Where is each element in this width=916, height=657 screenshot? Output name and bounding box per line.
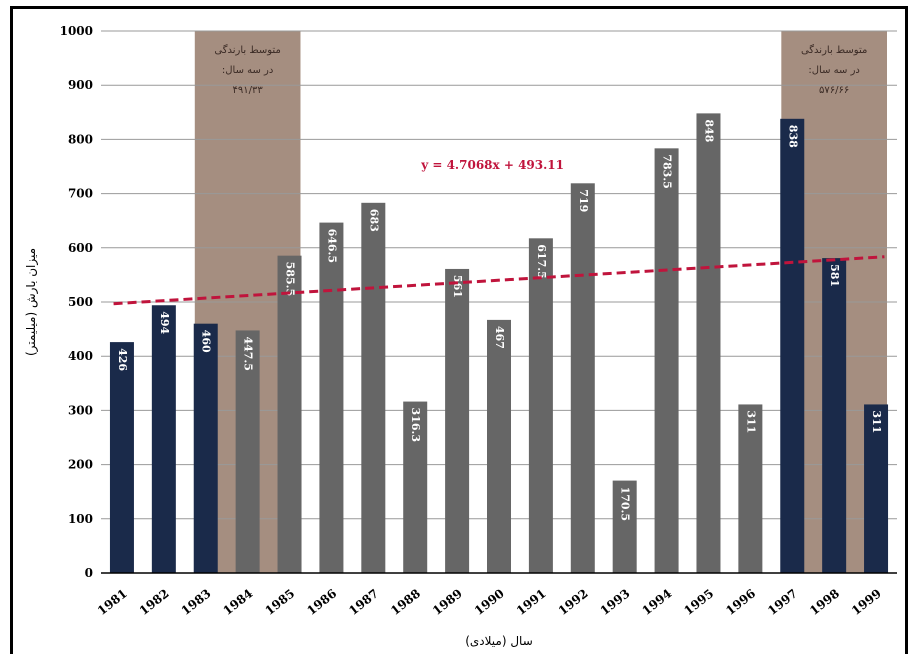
- x-tick-label: 1985: [262, 586, 297, 618]
- x-tick-label: 1996: [723, 586, 758, 618]
- data-label: 460: [200, 330, 213, 353]
- x-axis-label: سال (میلادی): [465, 634, 533, 648]
- bar-1982: [151, 305, 176, 573]
- bar-1999: [864, 404, 889, 573]
- data-label: 447.5: [242, 336, 255, 370]
- y-tick-label: 400: [68, 349, 93, 363]
- x-tick-label: 1984: [221, 586, 256, 618]
- x-tick-label: 1987: [346, 586, 381, 618]
- x-tick-label: 1991: [514, 586, 549, 618]
- bars: 426 494 460 447.5 585.5 646.5 683 316.3 561 467 61…: [109, 113, 889, 574]
- bar-chart: متوسط بارندگی در سه سال: ۴۹۱/۳۳ متوسط بارند…: [24, 24, 897, 648]
- y-tick-label: 300: [68, 403, 93, 417]
- x-tick-label: 1986: [304, 586, 339, 618]
- y-tick-label: 200: [68, 458, 93, 472]
- x-tick-label: 1981: [95, 586, 130, 618]
- y-axis-label: میزان بارش (میلیمتر): [24, 248, 39, 356]
- x-tick-label: 1999: [849, 586, 884, 618]
- x-tick-label: 1997: [765, 586, 800, 618]
- x-tick-label: 1993: [598, 586, 633, 618]
- shaded-period-2-note: متوسط بارندگی: [801, 44, 867, 56]
- bar-1990: [487, 319, 511, 573]
- x-tick-label: 1994: [639, 586, 674, 618]
- data-label: 494: [158, 311, 171, 334]
- data-label: 585.5: [284, 262, 297, 296]
- trendline: [113, 255, 885, 306]
- bar-1992: [570, 183, 595, 573]
- y-tick-label: 1000: [60, 24, 93, 38]
- x-tick-label: 1992: [556, 586, 591, 618]
- bar-1998: [822, 258, 847, 573]
- y-tick-label: 900: [68, 78, 93, 92]
- bar-1994: [654, 148, 679, 573]
- shaded-period-1-note: در سه سال:: [222, 65, 273, 76]
- x-tick-label: 1983: [179, 586, 214, 618]
- data-label: 646.5: [325, 229, 338, 263]
- x-tick-label: 1989: [430, 586, 465, 618]
- y-tick-label: 800: [68, 132, 93, 146]
- bar-1983: [193, 323, 218, 573]
- bar-1995: [696, 113, 721, 573]
- bar-1996: [738, 404, 763, 573]
- trendline-line: [113, 255, 885, 306]
- bar-1984: [235, 330, 260, 573]
- y-tick-label: 0: [85, 566, 93, 580]
- data-label: 719: [577, 189, 590, 212]
- shaded-period-2-note: در سه سال:: [808, 65, 859, 76]
- shaded-period-1-note: ۴۹۱/۳۳: [233, 85, 264, 96]
- bar-1993: [612, 480, 637, 573]
- data-label: 561: [451, 275, 464, 298]
- bar-1997: [780, 118, 805, 573]
- bar-1981: [109, 342, 134, 573]
- chart-frame: متوسط بارندگی در سه سال: ۴۹۱/۳۳ متوسط بارند…: [10, 6, 908, 654]
- shaded-period-1-note: متوسط بارندگی: [214, 44, 280, 56]
- bar-1989: [445, 268, 470, 573]
- x-tick-label: 1988: [388, 586, 423, 618]
- shaded-period-2-note: ۵۷۶/۶۶: [819, 85, 849, 96]
- y-tick-label: 100: [68, 512, 93, 526]
- bar-1987: [361, 202, 386, 573]
- data-label: 316.3: [409, 408, 422, 442]
- data-label: 311: [744, 410, 757, 433]
- data-label: 783.5: [661, 154, 674, 188]
- x-tick-label: 1995: [681, 586, 716, 618]
- y-tick-label: 500: [68, 295, 93, 309]
- data-label: 848: [702, 119, 715, 142]
- data-label: 617.5: [535, 244, 548, 278]
- bar-1985: [277, 255, 302, 573]
- x-tick-label: 1982: [137, 586, 172, 618]
- x-tick-label: 1990: [472, 586, 507, 618]
- bar-1991: [528, 238, 553, 573]
- data-label: 581: [828, 264, 841, 287]
- data-label: 467: [493, 326, 506, 349]
- bar-1988: [403, 401, 428, 573]
- x-tick-label: 1998: [807, 586, 842, 618]
- y-tick-label: 600: [68, 241, 93, 255]
- data-label: 311: [870, 410, 883, 433]
- data-label: 838: [786, 125, 799, 148]
- data-label: 170.5: [619, 487, 632, 521]
- bar-1986: [319, 222, 344, 574]
- axes: 0 100 200 300 400 500 600 700 800 900 1000 1981 1982…: [60, 24, 897, 618]
- trendline-equation: y = 4.7068x + 493.11: [420, 158, 564, 172]
- data-label: 426: [116, 348, 129, 371]
- data-label: 683: [367, 209, 380, 232]
- y-tick-label: 700: [68, 187, 93, 201]
